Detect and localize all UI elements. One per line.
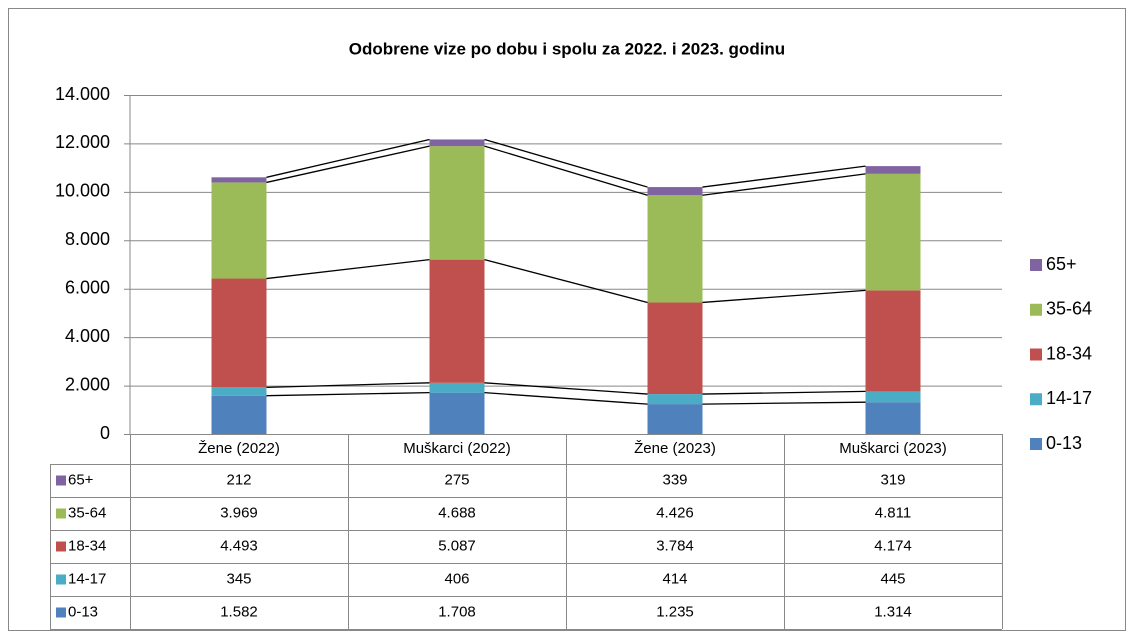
bar-segment	[211, 182, 267, 279]
bar-segment	[429, 259, 485, 383]
legend-key	[1030, 259, 1042, 271]
x-tick-label: Žene (2022)	[198, 440, 280, 457]
legend-key	[1030, 303, 1042, 316]
legend-key	[1030, 393, 1042, 406]
table-value: 275	[444, 471, 469, 488]
table-legend-key	[56, 607, 66, 618]
bar-segment	[647, 187, 703, 196]
y-tick-label: 10.000	[55, 181, 110, 201]
table-value: 445	[880, 570, 905, 587]
series-line	[266, 391, 430, 397]
table-value: 4.493	[220, 537, 258, 554]
series-line	[702, 165, 866, 188]
table-value: 212	[226, 471, 251, 488]
table-value: 1.708	[438, 603, 476, 620]
y-tick-label: 4.000	[65, 326, 110, 346]
series-line	[702, 289, 866, 304]
x-tick-label: Muškarci (2023)	[839, 440, 947, 457]
y-tick-label: 14.000	[55, 84, 110, 104]
legend-label: 0-13	[1046, 433, 1082, 453]
table-value: 3.784	[656, 537, 694, 554]
bar-segment	[429, 146, 485, 260]
bar-segment	[647, 404, 703, 434]
bar-segment	[211, 177, 267, 183]
table-value: 414	[662, 570, 687, 587]
bar-segment	[647, 302, 703, 395]
table-value: 4.811	[875, 504, 911, 521]
table-row-label: 14-17	[68, 570, 106, 587]
legend-label: 35-64	[1046, 299, 1092, 319]
table-legend-key	[56, 574, 66, 585]
series-line	[702, 390, 866, 395]
series-line	[702, 173, 866, 196]
series-line	[484, 382, 648, 395]
table-row-label: 65+	[68, 471, 94, 488]
bar-segment	[865, 173, 921, 291]
table-legend-key	[56, 508, 66, 519]
table-value: 4.426	[656, 504, 694, 521]
table-value: 4.174	[874, 537, 912, 554]
series-line	[266, 258, 430, 280]
series-line	[266, 382, 430, 388]
y-tick-label: 8.000	[65, 229, 110, 249]
bar-segment	[429, 392, 485, 434]
x-tick-label: Žene (2023)	[634, 440, 716, 457]
y-tick-label: 12.000	[55, 132, 110, 152]
bar-segment	[211, 278, 267, 388]
bar-segment	[865, 391, 921, 403]
series-line	[484, 145, 648, 196]
series-line	[266, 145, 430, 184]
chart-title: Odobrene vize po dobu i spolu za 2022. i…	[349, 39, 785, 58]
bar-segment	[211, 387, 267, 396]
bar-segment	[865, 166, 921, 174]
y-tick-label: 0	[100, 423, 110, 443]
bar-segment	[865, 402, 921, 434]
series-line	[702, 401, 866, 405]
table-value: 5.087	[438, 537, 476, 554]
table-value: 4.688	[438, 504, 476, 521]
bar-segment	[647, 195, 703, 303]
legend-label: 18-34	[1046, 343, 1092, 363]
table-value: 3.969	[220, 504, 258, 521]
legend-key	[1030, 348, 1042, 361]
table-value: 339	[662, 471, 687, 488]
table-value: 345	[226, 570, 251, 587]
table-row-label: 35-64	[68, 504, 106, 521]
legend-key	[1030, 438, 1042, 450]
table-value: 1.314	[874, 603, 912, 620]
y-tick-label: 2.000	[65, 374, 110, 394]
table-value: 1.235	[656, 603, 694, 620]
legend-label: 65+	[1046, 254, 1077, 274]
table-legend-key	[56, 541, 66, 552]
table-row-label: 0-13	[68, 603, 98, 620]
series-line	[266, 138, 430, 178]
y-tick-label: 6.000	[65, 277, 110, 297]
bar-segment	[865, 290, 921, 392]
bar-segment	[429, 139, 485, 147]
table-value: 406	[444, 570, 469, 587]
table-legend-key	[56, 475, 66, 486]
table-row-label: 18-34	[68, 537, 106, 554]
table-value: 1.582	[220, 603, 258, 620]
bar-segment	[429, 382, 485, 393]
legend-label: 14-17	[1046, 388, 1092, 408]
bar-segment	[647, 394, 703, 405]
bar-segment	[211, 395, 267, 434]
series-line	[484, 259, 648, 304]
x-tick-label: Muškarci (2022)	[403, 440, 511, 457]
series-line	[484, 391, 648, 405]
table-value: 319	[880, 471, 905, 488]
series-line	[484, 138, 648, 188]
